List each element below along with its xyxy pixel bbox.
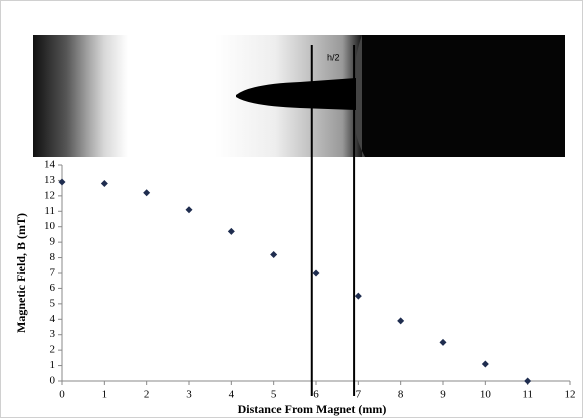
x-tick-label: 0 — [59, 389, 65, 401]
y-tick-label: 13 — [44, 174, 56, 186]
y-tick-label: 7 — [50, 267, 56, 279]
y-tick-label: 3 — [50, 328, 56, 340]
y-tick-label: 2 — [50, 344, 56, 356]
y-tick-label: 10 — [44, 220, 56, 232]
y-axis-label: Magnetic Field, B (mT) — [14, 213, 28, 333]
y-tick-label: 4 — [50, 313, 56, 325]
annotation: h/2 — [327, 52, 340, 62]
x-tick-label: 9 — [440, 389, 446, 401]
x-tick-label: 1 — [102, 389, 108, 401]
x-tick-label: 8 — [398, 389, 404, 401]
x-axis-label: Distance From Magnet (mm) — [238, 402, 387, 416]
y-tick-label: 11 — [44, 205, 55, 217]
y-tick-label: 1 — [50, 359, 56, 371]
y-tick-label: 0 — [50, 375, 56, 387]
x-tick-label: 3 — [186, 389, 192, 401]
chart: h/2 Distance From Magnet (mm) Magnetic F… — [0, 0, 583, 418]
x-tick-label: 7 — [356, 389, 362, 401]
y-tick-label: 8 — [50, 251, 56, 263]
y-tick-label: 5 — [50, 297, 56, 309]
y-tick-label: 14 — [44, 159, 56, 171]
y-tick-label: 12 — [44, 189, 55, 201]
photo-strip — [33, 35, 565, 157]
x-tick-label: 4 — [229, 389, 235, 401]
x-tick-label: 12 — [565, 389, 576, 401]
x-tick-label: 5 — [271, 389, 277, 401]
y-tick-label: 6 — [50, 282, 56, 294]
x-tick-label: 10 — [480, 389, 492, 401]
x-tick-label: 2 — [144, 389, 150, 401]
x-tick-label: 6 — [313, 389, 319, 401]
x-tick-label: 11 — [522, 389, 533, 401]
y-tick-label: 9 — [50, 236, 56, 248]
